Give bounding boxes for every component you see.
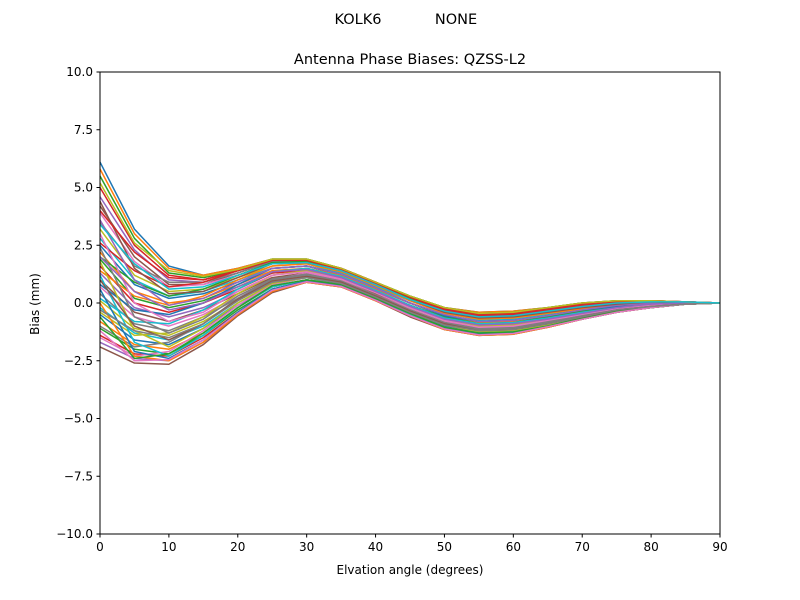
y-tick-label: 2.5 xyxy=(74,238,93,252)
x-tick-label: 50 xyxy=(437,540,452,554)
series-line xyxy=(99,281,721,362)
station-label: KOLK6 xyxy=(335,12,382,28)
y-tick-label: −10.0 xyxy=(56,527,93,541)
x-tick-label: 20 xyxy=(230,540,245,554)
x-tick-label: 70 xyxy=(575,540,590,554)
x-tick-label: 30 xyxy=(299,540,314,554)
x-tick-label: 40 xyxy=(368,540,383,554)
series-line xyxy=(99,219,720,323)
chart-title: Antenna Phase Biases: QZSS-L2 xyxy=(294,52,526,68)
x-tick-label: 10 xyxy=(161,540,176,554)
x-tick-label: 90 xyxy=(712,540,727,554)
y-tick-label: 5.0 xyxy=(74,181,93,195)
y-tick-label: −7.5 xyxy=(64,469,93,483)
series-line xyxy=(99,279,721,360)
series-line xyxy=(99,210,721,317)
series-line xyxy=(99,233,721,328)
x-tick-label: 0 xyxy=(96,540,104,554)
y-tick-label: 10.0 xyxy=(66,65,93,79)
axes-layer: 0 10 20 30 40 50 60 70 80 90 −10.0 −7.5 −5.0 −2.5 0.0 2… xyxy=(56,65,727,554)
series-layer xyxy=(99,161,721,365)
series-line xyxy=(99,276,721,339)
y-axis-label: Bias (mm) xyxy=(28,273,42,335)
series-line xyxy=(99,256,720,326)
x-axis-label: Elvation angle (degrees) xyxy=(337,563,484,577)
y-tick-label: −5.0 xyxy=(64,412,93,426)
y-tick-label: −2.5 xyxy=(64,354,93,368)
y-tick-label: 7.5 xyxy=(74,123,93,137)
x-tick-label: 60 xyxy=(506,540,521,554)
series-line xyxy=(99,182,721,315)
y-tick-label: 0.0 xyxy=(74,296,93,310)
radome-label: NONE xyxy=(435,12,477,28)
series-line xyxy=(99,223,721,318)
x-tick-label: 80 xyxy=(643,540,658,554)
